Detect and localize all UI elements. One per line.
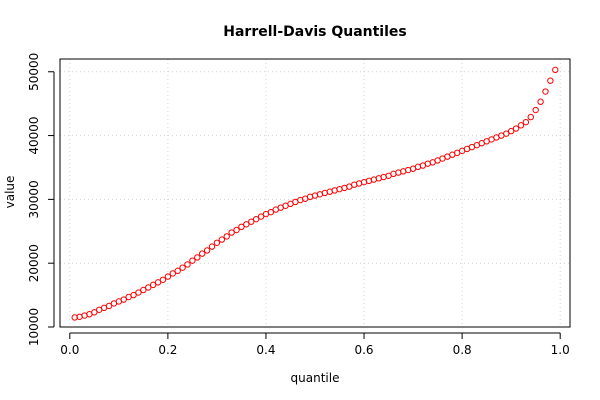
y-tick-label: 10000 bbox=[27, 308, 41, 346]
data-point bbox=[130, 291, 137, 299]
data-point bbox=[238, 223, 245, 231]
data-point bbox=[179, 264, 186, 271]
data-point bbox=[189, 257, 196, 264]
x-axis-label: quantile bbox=[291, 371, 340, 385]
data-point bbox=[184, 261, 191, 268]
data-point bbox=[552, 66, 559, 74]
data-point bbox=[537, 98, 544, 105]
data-point bbox=[522, 118, 530, 126]
data-point bbox=[169, 270, 176, 277]
data-point bbox=[517, 122, 525, 129]
x-tick-label: 0.8 bbox=[453, 343, 472, 357]
data-point bbox=[91, 309, 98, 316]
data-point bbox=[194, 254, 201, 261]
data-point bbox=[512, 125, 520, 132]
y-tick-label: 50000 bbox=[27, 53, 41, 91]
data-point bbox=[164, 273, 172, 280]
data-point bbox=[120, 296, 127, 303]
data-point bbox=[105, 302, 113, 310]
data-point bbox=[140, 286, 147, 294]
data-point bbox=[208, 243, 216, 250]
data-point bbox=[527, 113, 534, 121]
data-point bbox=[507, 127, 515, 135]
data-point bbox=[159, 276, 167, 283]
y-axis: 10000 20000 30000 40000 50000 bbox=[27, 53, 55, 346]
data-point bbox=[547, 77, 554, 84]
y-tick-label: 30000 bbox=[27, 180, 41, 218]
data-point bbox=[203, 247, 211, 254]
data-point bbox=[228, 229, 235, 236]
data-point bbox=[233, 226, 240, 234]
x-axis: 0.0 0.2 0.4 0.6 0.8 1.0 bbox=[60, 332, 570, 357]
data-point bbox=[154, 279, 162, 286]
data-point bbox=[252, 215, 260, 223]
x-tick-label: 1.0 bbox=[551, 343, 570, 357]
y-tick-label: 40000 bbox=[27, 116, 41, 154]
data-point bbox=[223, 233, 230, 240]
x-tick-label: 0.2 bbox=[158, 343, 177, 357]
x-tick-label: 0.6 bbox=[354, 343, 373, 357]
x-tick-label: 0.4 bbox=[256, 343, 275, 357]
data-point bbox=[174, 267, 181, 275]
data-point bbox=[218, 236, 226, 243]
data-point bbox=[532, 106, 539, 114]
plot-area bbox=[59, 58, 571, 328]
y-tick-label: 20000 bbox=[27, 244, 41, 282]
data-points bbox=[71, 66, 559, 321]
data-point bbox=[267, 208, 275, 216]
chart-title: Harrell-Davis Quantiles bbox=[223, 24, 406, 40]
data-point bbox=[149, 281, 157, 289]
data-point bbox=[199, 250, 206, 257]
data-point bbox=[135, 289, 142, 296]
data-point bbox=[542, 88, 549, 95]
x-tick-label: 0.0 bbox=[60, 343, 79, 357]
data-point bbox=[243, 221, 250, 228]
data-point bbox=[145, 284, 152, 291]
data-point bbox=[503, 130, 510, 137]
data-point bbox=[248, 218, 255, 225]
y-axis-label: value bbox=[3, 176, 17, 209]
data-point bbox=[257, 213, 265, 220]
data-point bbox=[213, 239, 221, 246]
